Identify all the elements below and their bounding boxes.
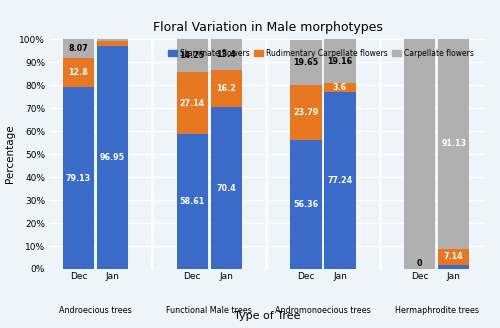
- Bar: [97, 46, 128, 269]
- Text: 91.13: 91.13: [441, 139, 466, 149]
- Bar: [176, 134, 208, 269]
- Y-axis label: Percentage: Percentage: [5, 125, 15, 183]
- Bar: [63, 87, 94, 269]
- Text: 27.14: 27.14: [180, 99, 205, 108]
- Bar: [176, 72, 208, 134]
- Bar: [63, 39, 94, 58]
- Bar: [210, 39, 242, 70]
- Text: 19.65: 19.65: [294, 58, 318, 67]
- Bar: [97, 41, 128, 46]
- Title: Floral Variation in Male morphotypes: Floral Variation in Male morphotypes: [152, 21, 382, 34]
- Text: Androecious trees: Androecious trees: [59, 306, 132, 315]
- Text: 23.79: 23.79: [294, 108, 318, 117]
- Bar: [97, 39, 128, 41]
- Text: 96.95: 96.95: [100, 153, 125, 162]
- Bar: [324, 83, 356, 92]
- Text: 58.61: 58.61: [180, 197, 205, 206]
- Bar: [210, 107, 242, 269]
- Text: Andromonoecious trees: Andromonoecious trees: [275, 306, 371, 315]
- Text: 79.13: 79.13: [66, 174, 91, 183]
- Legend: Staminate flowers, Rudimentary Carpellate flowers, Carpellate flowers: Staminate flowers, Rudimentary Carpellat…: [165, 46, 477, 61]
- Text: Functional Male trees: Functional Male trees: [166, 306, 252, 315]
- X-axis label: Type of Tree: Type of Tree: [234, 311, 301, 321]
- Text: 3.6: 3.6: [333, 83, 347, 92]
- Bar: [324, 39, 356, 83]
- Bar: [438, 265, 470, 269]
- Bar: [290, 139, 322, 269]
- Text: 0: 0: [417, 259, 422, 268]
- Text: 56.36: 56.36: [294, 200, 318, 209]
- Text: 19.16: 19.16: [328, 57, 352, 66]
- Text: 14.25: 14.25: [180, 51, 205, 60]
- Bar: [438, 249, 470, 265]
- Bar: [290, 40, 322, 85]
- Text: 8.07: 8.07: [68, 44, 88, 53]
- Text: 16.2: 16.2: [216, 84, 236, 93]
- Bar: [324, 92, 356, 269]
- Bar: [438, 39, 470, 249]
- Text: Hermaphrodite trees: Hermaphrodite trees: [394, 306, 478, 315]
- Bar: [63, 58, 94, 87]
- Text: 77.24: 77.24: [328, 176, 352, 185]
- Bar: [290, 85, 322, 139]
- Bar: [404, 39, 435, 269]
- Text: 13.4: 13.4: [216, 50, 236, 59]
- Text: 7.14: 7.14: [444, 252, 464, 261]
- Bar: [176, 39, 208, 72]
- Text: 12.8: 12.8: [68, 68, 88, 77]
- Text: 70.4: 70.4: [216, 184, 236, 193]
- Bar: [210, 70, 242, 107]
